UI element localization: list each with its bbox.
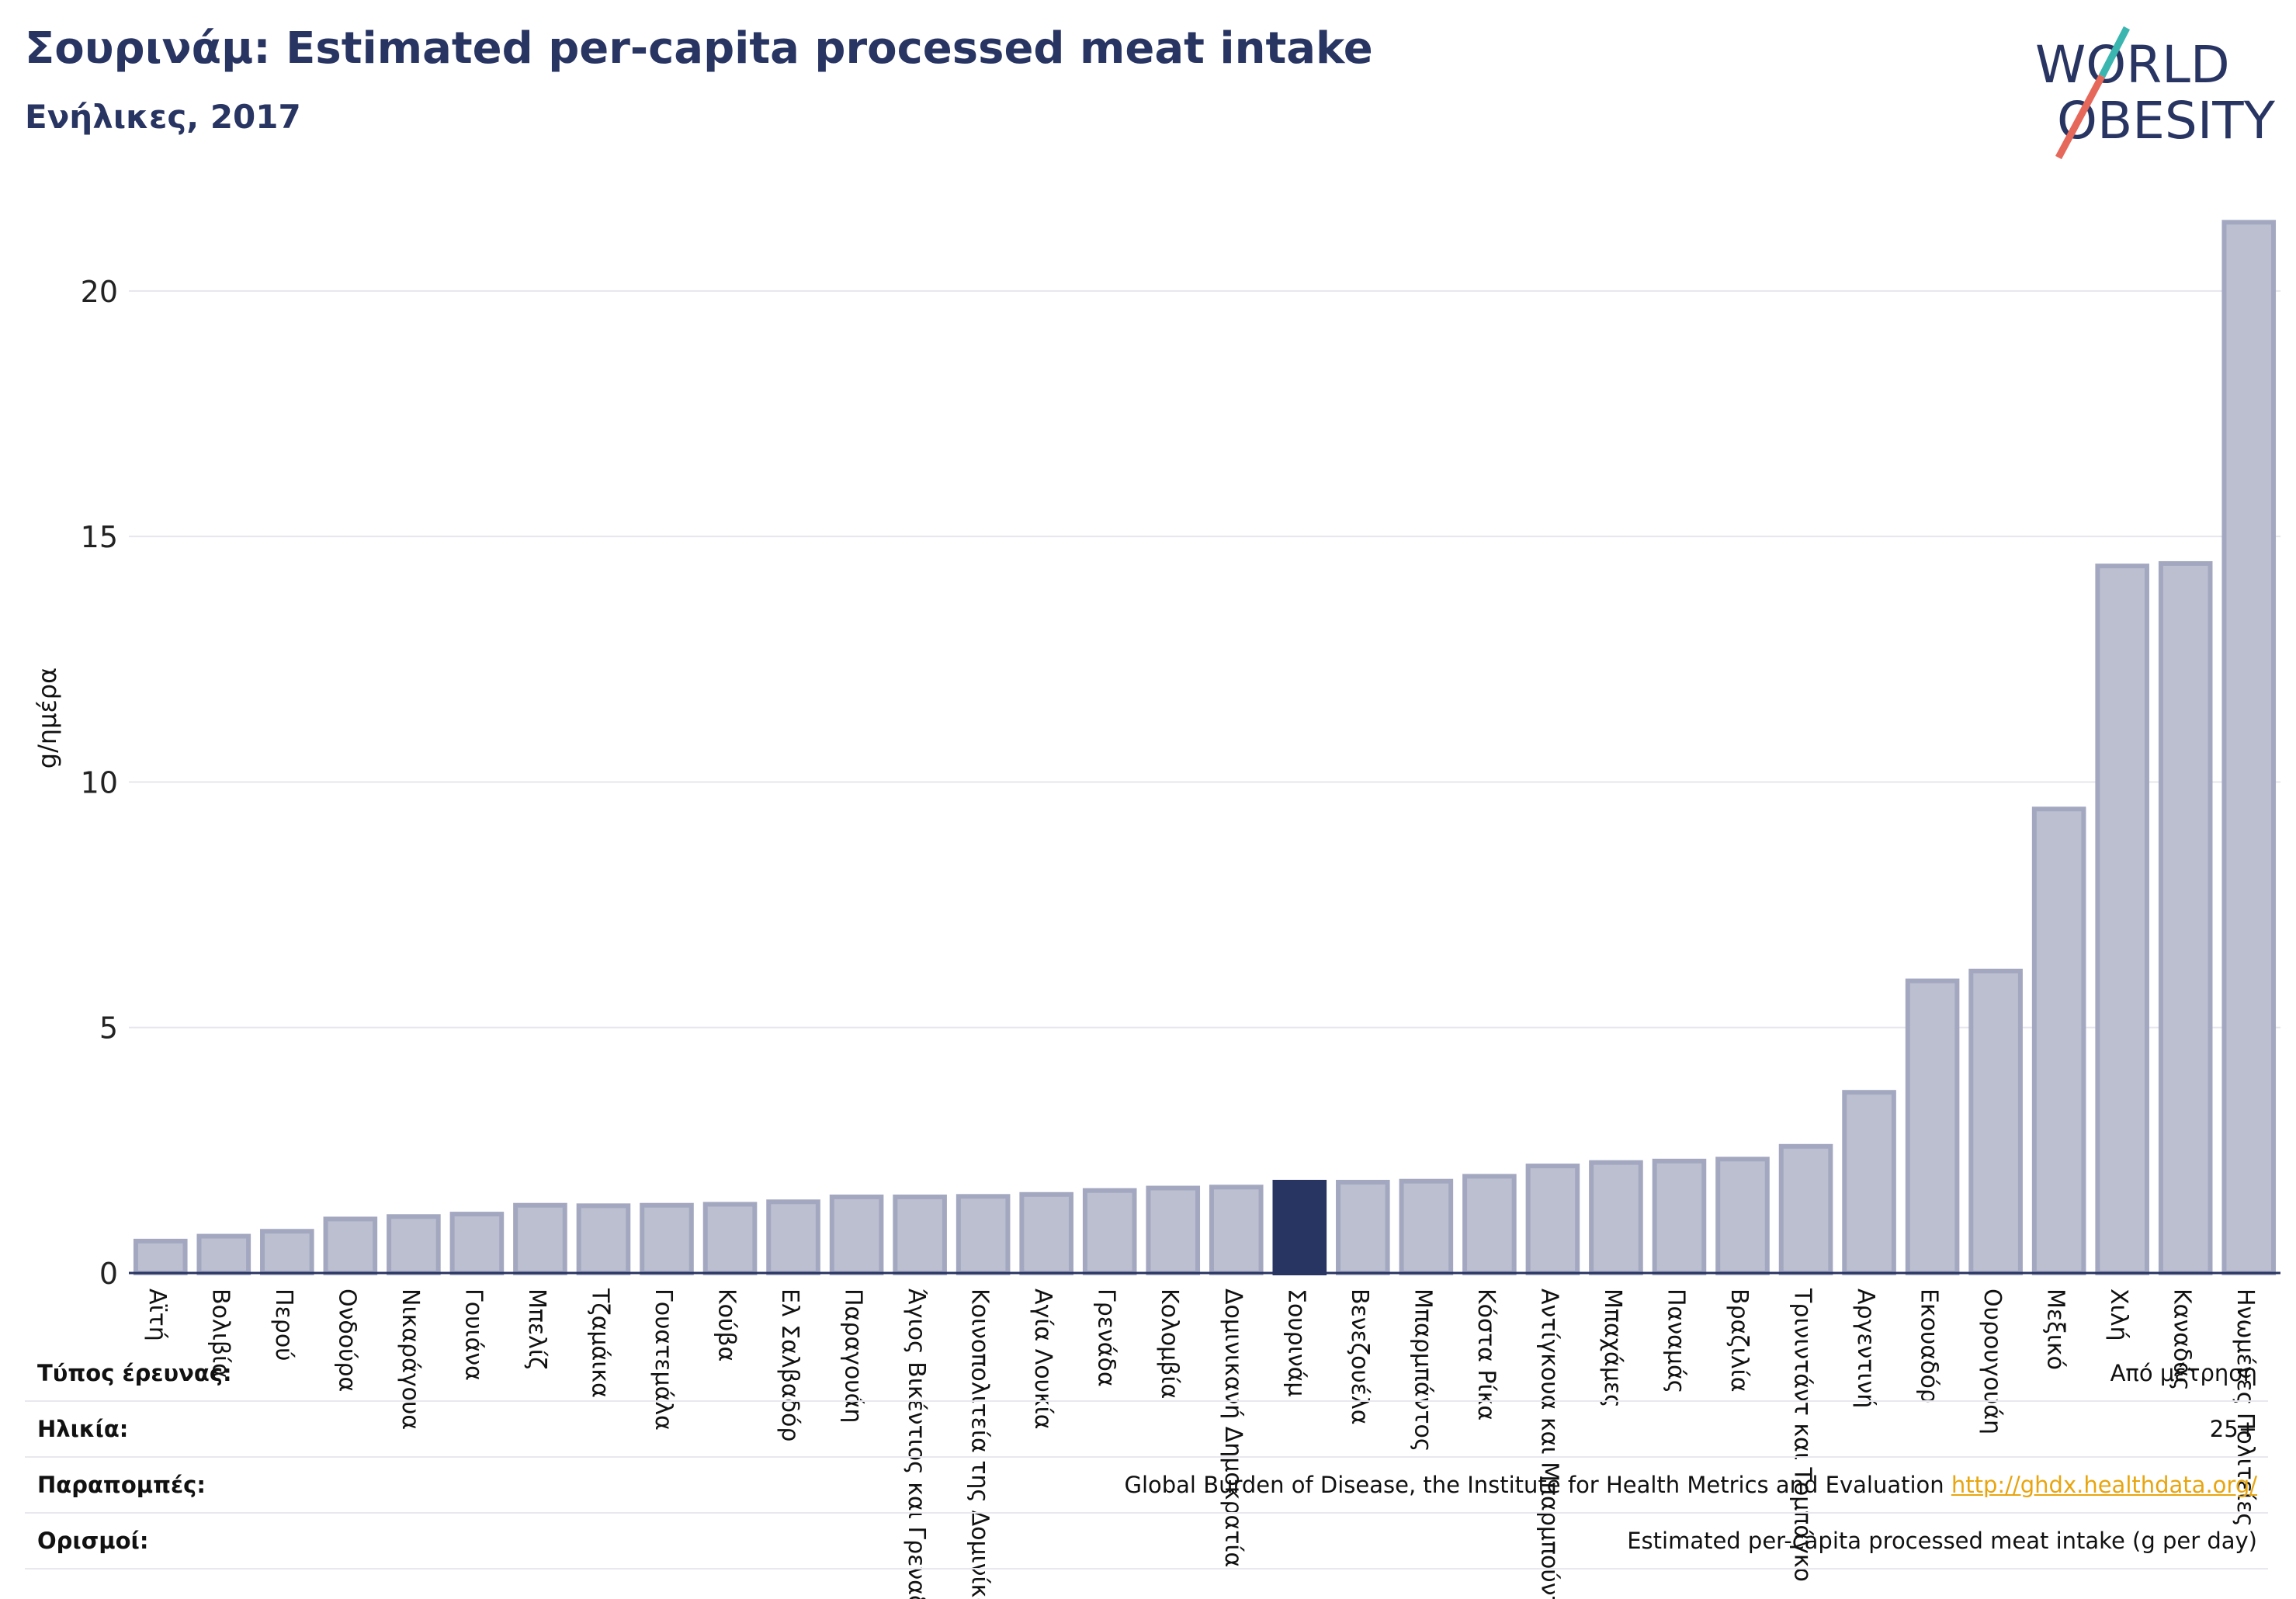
survey-type-value: Από μέτρηση bbox=[2110, 1360, 2257, 1386]
bar bbox=[1462, 1174, 1517, 1275]
bar bbox=[640, 1202, 694, 1276]
references-value: Global Burden of Disease, the Institute … bbox=[1124, 1472, 2257, 1498]
bar bbox=[1968, 968, 2023, 1275]
logo-text-world: WORLD bbox=[2035, 35, 2230, 95]
x-tick-label: Αργεντινή bbox=[1852, 1289, 1879, 1408]
x-tick-label: Χιλή bbox=[2105, 1289, 2132, 1341]
bar bbox=[2158, 560, 2213, 1275]
x-tick-label: Μπελίζ bbox=[523, 1289, 550, 1369]
x-tick-label: Περού bbox=[270, 1289, 297, 1361]
y-tick-label: 10 bbox=[81, 765, 118, 800]
bar bbox=[1589, 1160, 1643, 1276]
x-tick-label: Βραζιλία bbox=[1725, 1289, 1753, 1393]
x-tick-label: Παναμάς bbox=[1662, 1289, 1689, 1393]
x-tick-label: Άγιος Βικέντιος και Γρεναδίνες bbox=[903, 1289, 930, 1599]
info-row-definitions: Ορισμοί: Estimated per-capita processed … bbox=[25, 1512, 2268, 1570]
bar bbox=[1905, 978, 1960, 1276]
bar bbox=[2221, 220, 2277, 1276]
x-tick-label: Ουρουγουάη bbox=[1979, 1289, 2006, 1434]
bar bbox=[323, 1216, 378, 1275]
x-tick-label: Γρενάδα bbox=[1093, 1289, 1120, 1387]
chart-subtitle: Ενήλικες, 2017 bbox=[25, 98, 301, 136]
x-tick-label: Τζαμάικα bbox=[586, 1288, 613, 1398]
bar bbox=[387, 1214, 441, 1276]
x-tick-label: Νικαράγουα bbox=[397, 1289, 424, 1430]
references-text: Global Burden of Disease, the Institute … bbox=[1124, 1472, 1944, 1498]
x-tick-label: Μπαρμπάντος bbox=[1409, 1289, 1436, 1452]
y-tick-label: 0 bbox=[99, 1257, 118, 1291]
bar bbox=[449, 1212, 505, 1275]
bar bbox=[1019, 1191, 1073, 1275]
x-tick-label: Βενεζουέλα bbox=[1346, 1289, 1373, 1425]
x-tick-label: Βολιβία bbox=[206, 1289, 234, 1379]
bar bbox=[829, 1194, 884, 1275]
bar bbox=[2095, 564, 2149, 1275]
x-tick-label: Δομινικανή Δημοκρατία bbox=[1219, 1289, 1247, 1567]
info-row-references: Παραπομπές: Global Burden of Disease, th… bbox=[25, 1456, 2268, 1514]
x-tick-label: Γουατεμάλα bbox=[650, 1289, 677, 1431]
bar bbox=[893, 1194, 947, 1275]
age-label: Ηλικία: bbox=[37, 1416, 129, 1442]
x-tick-label: Εκουαδόρ bbox=[1916, 1289, 1943, 1403]
bar bbox=[196, 1233, 251, 1275]
x-tick-label: Σουρινάμ bbox=[1282, 1289, 1309, 1396]
y-axis-ticks: 0 5 10 15 20 bbox=[81, 275, 118, 1291]
grid-lines bbox=[129, 290, 2280, 1028]
bar bbox=[1146, 1185, 1201, 1275]
bar bbox=[702, 1202, 758, 1276]
y-axis-label: g/ημέρα bbox=[33, 668, 62, 768]
bar bbox=[1082, 1188, 1137, 1275]
logo-slash-top bbox=[2099, 26, 2130, 78]
survey-type-label: Τύπος έρευνας: bbox=[37, 1360, 232, 1386]
definitions-label: Ορισμοί: bbox=[37, 1528, 149, 1554]
bar bbox=[1399, 1178, 1454, 1276]
references-label: Παραπομπές: bbox=[37, 1472, 206, 1498]
bar bbox=[1336, 1179, 1390, 1275]
info-row-age: Ηλικία: 25+ bbox=[25, 1400, 2268, 1458]
info-row-survey-type: Τύπος έρευνας: Από μέτρηση bbox=[25, 1344, 2268, 1402]
definitions-value: Estimated per-capita processed meat inta… bbox=[1627, 1528, 2257, 1554]
logo-text-obesity: OBESITY bbox=[2057, 91, 2276, 151]
x-tick-label: Αντίγκουα και Μπαρμπούντα bbox=[1535, 1289, 1562, 1599]
age-value: 25+ bbox=[2209, 1416, 2257, 1442]
bar bbox=[1525, 1164, 1580, 1275]
logo-slash-bottom bbox=[2055, 74, 2105, 160]
bar bbox=[1209, 1185, 1264, 1276]
x-tick-label: Αγία Λουκία bbox=[1029, 1289, 1056, 1430]
x-tick-label: Κούβα bbox=[713, 1289, 740, 1361]
x-tick-label: Ελ Σαλβαδόρ bbox=[776, 1289, 803, 1441]
x-tick-label: Ονδούρα bbox=[333, 1289, 360, 1392]
world-obesity-logo: WORLD OBESITY bbox=[2035, 26, 2276, 160]
x-tick-label: Ηνωμένες Πολιτείες bbox=[2232, 1289, 2259, 1527]
bar bbox=[766, 1199, 820, 1275]
x-tick-label: Καναδάς bbox=[2169, 1289, 2196, 1391]
y-tick-label: 5 bbox=[99, 1011, 118, 1046]
x-tick-label: Κολομβία bbox=[1156, 1289, 1183, 1399]
bar bbox=[513, 1202, 567, 1276]
references-link[interactable]: http://ghdx.healthdata.org/ bbox=[1951, 1472, 2257, 1498]
x-tick-label: Τρινιντάντ και Τομπάγκο bbox=[1789, 1288, 1816, 1582]
chart-title: Σουρινάμ: Estimated per-capita processed… bbox=[25, 23, 1373, 74]
x-tick-label: Αϊτή bbox=[144, 1289, 171, 1341]
bar bbox=[576, 1203, 631, 1275]
bar bbox=[1842, 1090, 1896, 1276]
bar bbox=[1778, 1143, 1833, 1276]
x-tick-label: Μπαχάμες bbox=[1599, 1289, 1626, 1408]
y-tick-label: 15 bbox=[81, 520, 118, 554]
bars bbox=[133, 220, 2277, 1276]
bar-highlighted bbox=[1272, 1179, 1327, 1275]
y-tick-label: 20 bbox=[81, 275, 118, 309]
bar bbox=[1715, 1157, 1770, 1275]
bar bbox=[1652, 1158, 1707, 1275]
bar bbox=[133, 1238, 188, 1275]
x-tick-label: Μεξικό bbox=[2042, 1289, 2069, 1370]
bar bbox=[260, 1229, 314, 1275]
x-tick-label: Κοινοπολιτεία της Δομινίκας bbox=[966, 1289, 994, 1599]
bar bbox=[956, 1194, 1011, 1275]
x-axis-labels: Αϊτή Βολιβία Περού Ονδούρα Νικαράγουα Γουιάνα… bbox=[144, 1288, 2259, 1599]
x-tick-label: Γουιάνα bbox=[460, 1289, 487, 1381]
x-tick-label: Κόστα Ρίκα bbox=[1472, 1289, 1500, 1420]
bar bbox=[2031, 806, 2086, 1275]
